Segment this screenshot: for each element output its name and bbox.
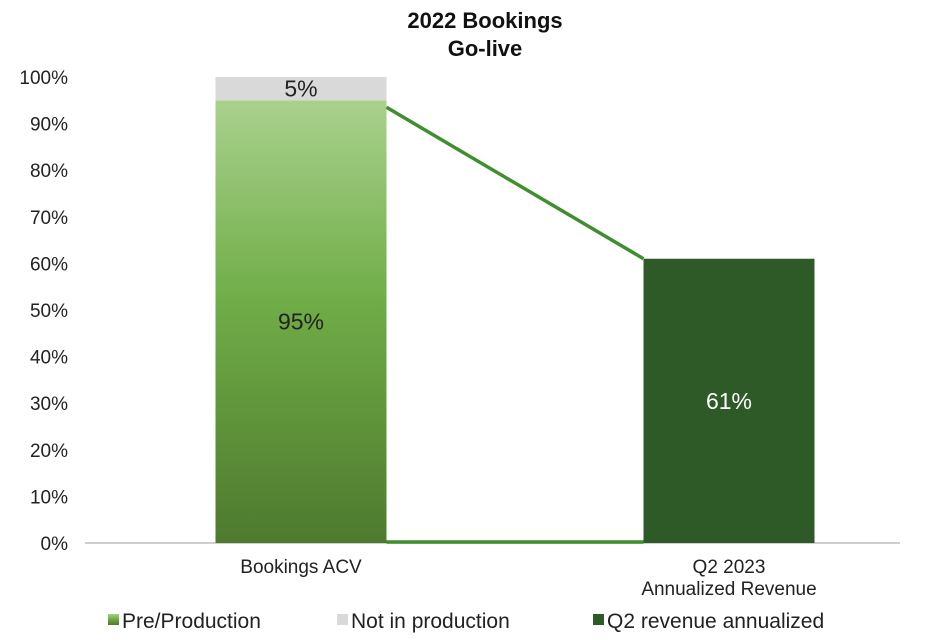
bar-segment-pre-production — [215, 100, 387, 544]
x-category-label: Annualized Revenue — [641, 579, 816, 600]
x-category-label: Bookings ACV — [240, 557, 362, 578]
y-tick-label: 20% — [30, 441, 68, 462]
legend-swatch — [108, 614, 119, 625]
data-labels: 95% 5% 61% — [278, 76, 752, 414]
legend-label: Pre/Production — [122, 610, 261, 633]
y-tick-label: 60% — [30, 254, 68, 275]
data-label: 5% — [284, 76, 317, 102]
y-tick-label: 10% — [30, 487, 68, 508]
y-tick-label: 40% — [30, 348, 68, 369]
data-label: 95% — [278, 309, 324, 335]
y-tick-label: 70% — [30, 208, 68, 229]
y-tick-label: 80% — [30, 161, 68, 182]
y-tick-label: 0% — [41, 534, 69, 555]
chart-title-line-1: 2022 Bookings — [407, 8, 562, 33]
chart-title-line-2: Go-live — [448, 36, 523, 61]
y-tick-label: 90% — [30, 115, 68, 136]
connector-line-top — [385, 105, 645, 261]
y-tick-label: 30% — [30, 394, 68, 415]
legend-swatch — [337, 614, 348, 625]
legend: Pre/Production Not in production Q2 revenu… — [108, 610, 824, 633]
legend-label: Not in production — [351, 610, 510, 633]
legend-swatch — [593, 614, 604, 625]
bars — [215, 77, 815, 544]
bar-segment-q2-revenue-annualized — [643, 258, 815, 543]
x-category-label: Q2 2023 — [693, 557, 766, 578]
y-axis: 0% 10% 20% 30% 40% 50% 60% 70% 80% 90% 100% — [19, 68, 68, 555]
connector-lines — [385, 105, 645, 544]
legend-label: Q2 revenue annualized — [607, 610, 824, 633]
bar-segment-not-in-production — [215, 77, 387, 101]
data-label: 61% — [706, 388, 752, 414]
y-tick-label: 50% — [30, 301, 68, 322]
y-tick-label: 100% — [19, 68, 68, 89]
